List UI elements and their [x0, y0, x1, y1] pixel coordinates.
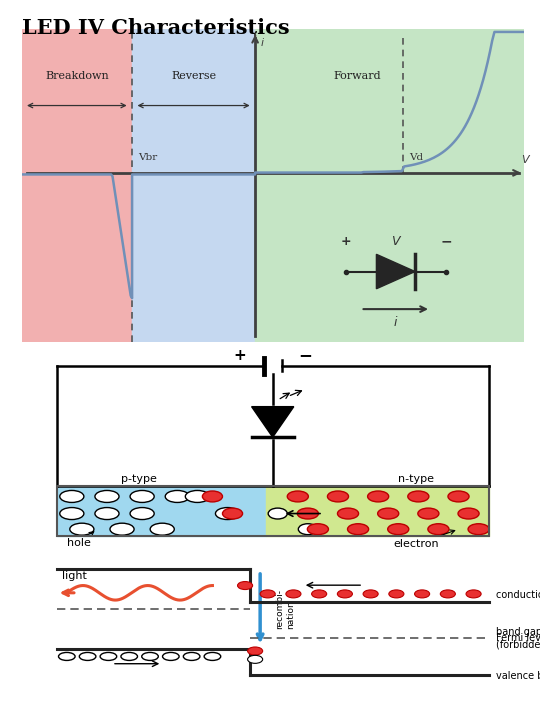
- Text: band gap
(forbidden band): band gap (forbidden band): [496, 627, 540, 649]
- Ellipse shape: [286, 590, 301, 598]
- Text: valence band: valence band: [496, 672, 540, 681]
- Ellipse shape: [204, 652, 221, 660]
- Ellipse shape: [130, 508, 154, 520]
- Ellipse shape: [448, 491, 469, 502]
- Text: p-type: p-type: [122, 474, 157, 484]
- Ellipse shape: [287, 491, 308, 502]
- Ellipse shape: [70, 523, 94, 535]
- Text: +: +: [234, 348, 246, 363]
- Ellipse shape: [363, 590, 378, 598]
- Text: n-type: n-type: [397, 474, 434, 484]
- Bar: [132, 29, 255, 342]
- Bar: [22, 29, 132, 342]
- Ellipse shape: [110, 523, 134, 535]
- Ellipse shape: [248, 655, 262, 663]
- Text: Forward: Forward: [333, 71, 381, 81]
- Ellipse shape: [60, 490, 84, 503]
- Ellipse shape: [95, 490, 119, 503]
- Text: Vbr: Vbr: [138, 153, 157, 162]
- Ellipse shape: [141, 652, 158, 660]
- Ellipse shape: [185, 490, 210, 503]
- Text: +: +: [340, 235, 351, 248]
- Ellipse shape: [58, 652, 75, 660]
- Ellipse shape: [440, 590, 455, 598]
- Ellipse shape: [298, 523, 318, 535]
- Ellipse shape: [418, 508, 439, 519]
- Ellipse shape: [238, 582, 253, 590]
- Ellipse shape: [60, 508, 84, 520]
- Text: Vd: Vd: [409, 153, 423, 162]
- Text: conduction band: conduction band: [496, 590, 540, 600]
- Ellipse shape: [268, 508, 287, 519]
- Ellipse shape: [428, 523, 449, 535]
- Text: recombi-
nation: recombi- nation: [275, 589, 295, 629]
- Ellipse shape: [202, 491, 222, 502]
- Text: −: −: [299, 346, 312, 364]
- Ellipse shape: [298, 508, 319, 519]
- Ellipse shape: [327, 491, 348, 502]
- Bar: [255, 29, 524, 342]
- Ellipse shape: [388, 523, 409, 535]
- Bar: [57, 485, 266, 536]
- Ellipse shape: [130, 490, 154, 503]
- Ellipse shape: [312, 590, 327, 598]
- Text: Fermi level: Fermi level: [496, 634, 540, 643]
- Text: light: light: [62, 571, 86, 581]
- Ellipse shape: [466, 590, 481, 598]
- Ellipse shape: [458, 508, 479, 519]
- Ellipse shape: [368, 491, 389, 502]
- Bar: [57, 485, 489, 536]
- Ellipse shape: [307, 523, 328, 535]
- Polygon shape: [376, 254, 415, 289]
- Text: electron: electron: [393, 530, 455, 549]
- Text: hole: hole: [67, 531, 94, 548]
- Ellipse shape: [338, 590, 353, 598]
- Ellipse shape: [165, 490, 190, 503]
- Ellipse shape: [79, 652, 96, 660]
- Bar: [266, 485, 489, 536]
- Ellipse shape: [468, 523, 489, 535]
- Ellipse shape: [389, 590, 404, 598]
- Text: −: −: [440, 234, 452, 248]
- Ellipse shape: [408, 491, 429, 502]
- Ellipse shape: [377, 508, 399, 519]
- Text: V: V: [392, 235, 400, 248]
- Ellipse shape: [338, 508, 359, 519]
- Ellipse shape: [348, 523, 369, 535]
- Text: V: V: [521, 155, 529, 165]
- Ellipse shape: [100, 652, 117, 660]
- Polygon shape: [252, 407, 294, 437]
- Ellipse shape: [163, 652, 179, 660]
- Ellipse shape: [215, 508, 240, 520]
- Text: Breakdown: Breakdown: [45, 71, 109, 81]
- Ellipse shape: [150, 523, 174, 535]
- Text: i: i: [260, 38, 264, 48]
- Ellipse shape: [121, 652, 138, 660]
- Ellipse shape: [248, 647, 262, 655]
- Ellipse shape: [222, 508, 242, 519]
- Text: LED IV Characteristics: LED IV Characteristics: [22, 18, 289, 38]
- Ellipse shape: [260, 590, 275, 598]
- Ellipse shape: [415, 590, 430, 598]
- Ellipse shape: [95, 508, 119, 520]
- Text: Reverse: Reverse: [171, 71, 216, 81]
- Ellipse shape: [184, 652, 200, 660]
- Text: i: i: [394, 316, 397, 329]
